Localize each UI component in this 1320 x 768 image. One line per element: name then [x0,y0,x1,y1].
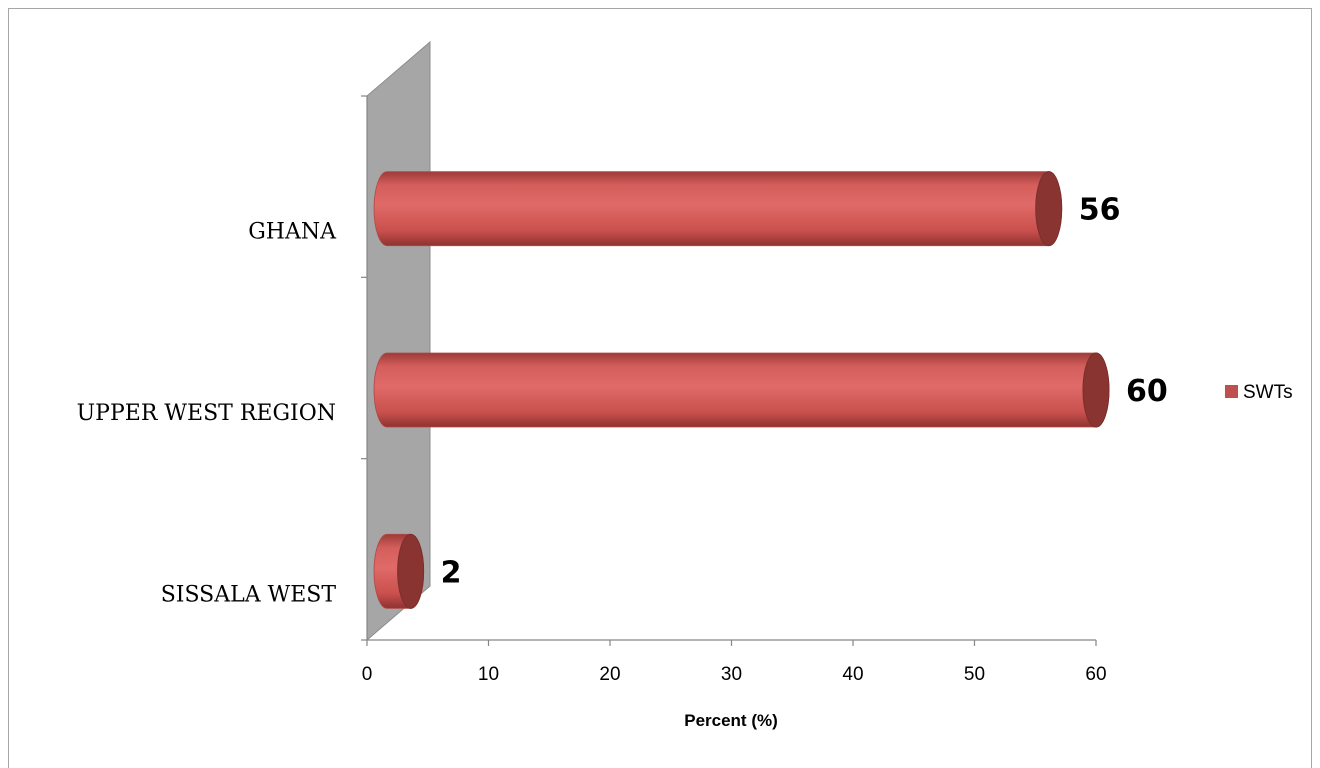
data-label: 60 [1126,374,1168,409]
chart-frame [8,8,1312,768]
x-axis-title: Percent (%) [684,711,778,730]
x-tick-label: 30 [721,664,742,685]
data-label: 2 [441,555,462,590]
bar-end-cap [397,533,425,609]
bar-ghana [373,171,1063,247]
legend-label: SWTs [1243,382,1293,403]
legend-swatch [1225,385,1238,398]
category-label: UPPER WEST REGION [77,401,336,426]
x-tick-label: 50 [964,664,985,685]
legend: SWTs [1225,382,1293,403]
x-tick-label: 60 [1085,664,1106,685]
category-label: SISSALA WEST [161,582,337,607]
bar-body [373,352,1110,428]
bar-end-cap [1082,352,1110,428]
bar-body [373,171,1063,247]
labels: 0 10 20 30 40 50 60 Percent (%) 56 GHANA 60 UPPER W… [77,193,1168,730]
axes [361,95,1097,646]
category-label: GHANA [248,220,337,245]
x-tick-label: 10 [478,664,499,685]
bar-upper-west-region [373,352,1110,428]
x-tick-label: 20 [599,664,620,685]
bar-end-cap [1035,171,1063,247]
bars [373,171,1110,609]
x-tick-label: 0 [362,664,373,685]
x-tick-label: 40 [842,664,863,685]
bar-sissala-west [373,533,425,609]
data-label: 56 [1079,193,1121,228]
